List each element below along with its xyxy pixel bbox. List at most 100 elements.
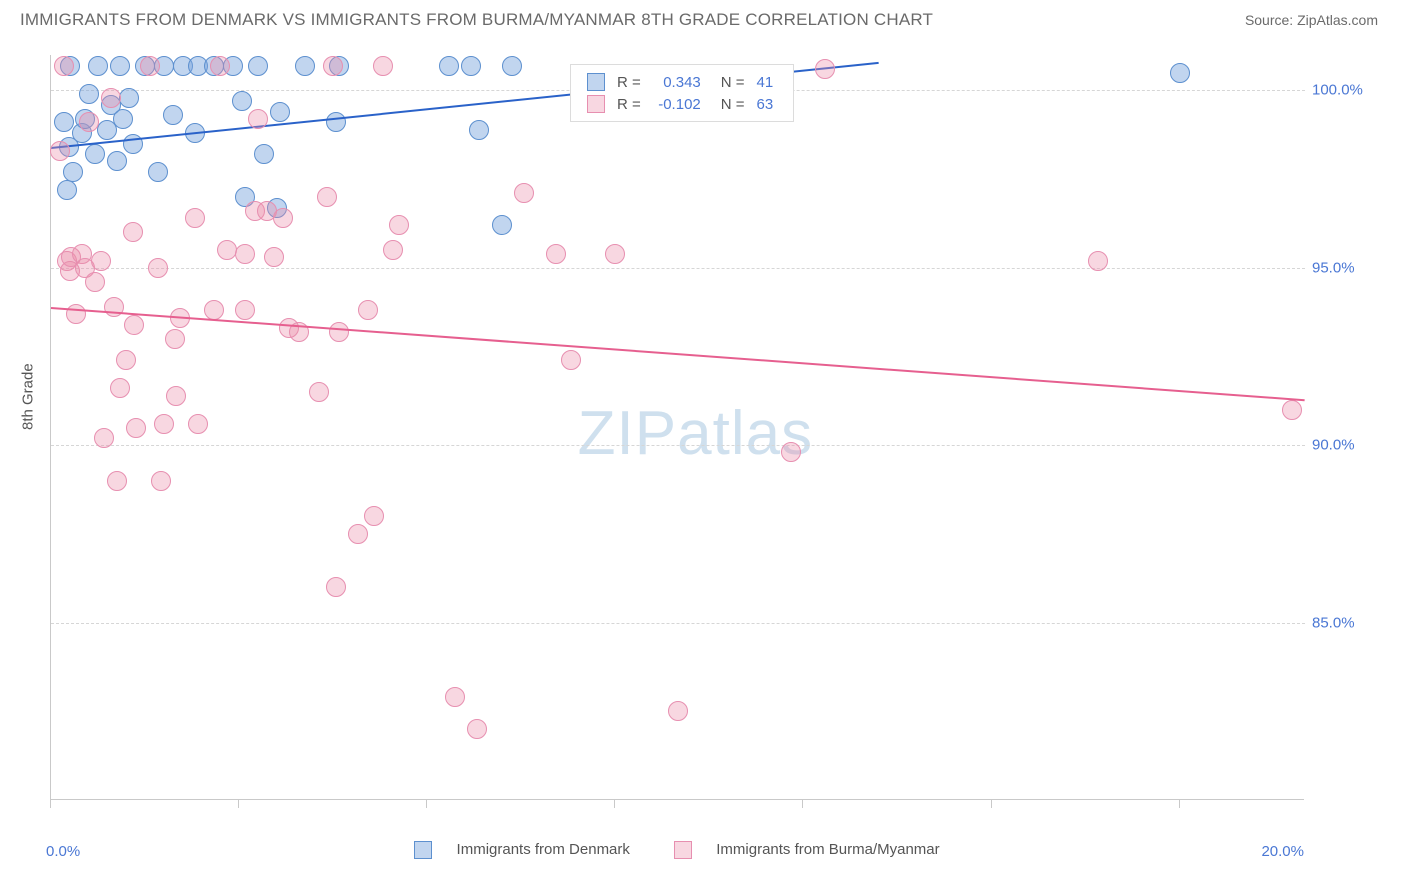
gridline-h — [51, 268, 1305, 269]
data-point-burma — [151, 471, 171, 491]
data-point-burma — [107, 471, 127, 491]
x-tick — [614, 800, 615, 808]
legend-label-burma: Immigrants from Burma/Myanmar — [716, 841, 939, 858]
data-point-burma — [66, 304, 86, 324]
data-point-burma — [605, 244, 625, 264]
legend-R-label: R = — [611, 93, 647, 115]
series-legend: Immigrants from Denmark Immigrants from … — [50, 841, 1304, 859]
data-point-burma — [358, 300, 378, 320]
data-point-burma — [126, 418, 146, 438]
data-point-burma — [54, 56, 74, 76]
data-point-denmark — [163, 105, 183, 125]
data-point-burma — [383, 240, 403, 260]
data-point-burma — [364, 506, 384, 526]
plot-area: ZIPatlas — [50, 55, 1304, 800]
data-point-burma — [1282, 400, 1302, 420]
x-tick — [426, 800, 427, 808]
legend-R-burma: -0.102 — [647, 93, 707, 115]
swatch-denmark — [587, 73, 605, 91]
data-point-burma — [50, 141, 70, 161]
legend-item-burma: Immigrants from Burma/Myanmar — [664, 841, 950, 858]
x-tick — [991, 800, 992, 808]
data-point-denmark — [492, 215, 512, 235]
gridline-h — [51, 623, 1305, 624]
data-point-burma — [326, 577, 346, 597]
data-point-burma — [248, 109, 268, 129]
data-point-burma — [210, 56, 230, 76]
legend-label-denmark: Immigrants from Denmark — [457, 841, 630, 858]
data-point-denmark — [79, 84, 99, 104]
data-point-burma — [110, 378, 130, 398]
legend-N-label: N = — [707, 93, 751, 115]
data-point-burma — [123, 222, 143, 242]
data-point-burma — [815, 59, 835, 79]
data-point-burma — [445, 687, 465, 707]
watermark: ZIPatlas — [578, 398, 813, 469]
plot-wrapper: ZIPatlas R = 0.343 N = 41 R = -0.102 N =… — [50, 55, 1360, 825]
data-point-denmark — [461, 56, 481, 76]
y-axis-label: 8th Grade — [20, 363, 37, 430]
data-point-burma — [235, 300, 255, 320]
data-point-burma — [389, 215, 409, 235]
data-point-burma — [264, 247, 284, 267]
data-point-burma — [373, 56, 393, 76]
data-point-denmark — [54, 112, 74, 132]
data-point-denmark — [123, 134, 143, 154]
data-point-denmark — [248, 56, 268, 76]
data-point-denmark — [113, 109, 133, 129]
legend-R-label: R = — [611, 71, 647, 93]
data-point-burma — [101, 88, 121, 108]
data-point-burma — [317, 187, 337, 207]
data-point-burma — [348, 524, 368, 544]
trendline-burma — [51, 307, 1305, 401]
data-point-denmark — [148, 162, 168, 182]
data-point-denmark — [119, 88, 139, 108]
data-point-denmark — [88, 56, 108, 76]
swatch-burma — [587, 95, 605, 113]
data-point-burma — [309, 382, 329, 402]
legend-R-denmark: 0.343 — [647, 71, 707, 93]
y-tick-label: 95.0% — [1312, 259, 1355, 276]
data-point-burma — [188, 414, 208, 434]
chart-title: IMMIGRANTS FROM DENMARK VS IMMIGRANTS FR… — [20, 10, 1386, 30]
data-point-burma — [1088, 251, 1108, 271]
data-point-denmark — [270, 102, 290, 122]
data-point-denmark — [469, 120, 489, 140]
y-tick-label: 85.0% — [1312, 614, 1355, 631]
data-point-denmark — [502, 56, 522, 76]
data-point-burma — [329, 322, 349, 342]
x-tick — [50, 800, 51, 808]
data-point-burma — [217, 240, 237, 260]
data-point-burma — [204, 300, 224, 320]
data-point-burma — [561, 350, 581, 370]
correlation-legend-box: R = 0.343 N = 41 R = -0.102 N = 63 — [570, 64, 794, 122]
data-point-burma — [91, 251, 111, 271]
legend-N-denmark: 41 — [751, 71, 780, 93]
data-point-denmark — [439, 56, 459, 76]
swatch-denmark-icon — [414, 841, 432, 859]
y-tick-label: 100.0% — [1312, 82, 1363, 99]
data-point-burma — [185, 208, 205, 228]
data-point-burma — [165, 329, 185, 349]
legend-row-denmark: R = 0.343 N = 41 — [581, 71, 779, 93]
data-point-burma — [166, 386, 186, 406]
data-point-denmark — [1170, 63, 1190, 83]
data-point-denmark — [295, 56, 315, 76]
data-point-burma — [94, 428, 114, 448]
data-point-burma — [154, 414, 174, 434]
data-point-denmark — [57, 180, 77, 200]
data-point-burma — [467, 719, 487, 739]
data-point-burma — [514, 183, 534, 203]
source-label: Source: ZipAtlas.com — [1245, 12, 1378, 28]
swatch-burma-icon — [674, 841, 692, 859]
data-point-burma — [546, 244, 566, 264]
data-point-burma — [781, 442, 801, 462]
data-point-burma — [273, 208, 293, 228]
data-point-denmark — [63, 162, 83, 182]
data-point-denmark — [232, 91, 252, 111]
data-point-denmark — [110, 56, 130, 76]
y-tick-label: 90.0% — [1312, 437, 1355, 454]
data-point-denmark — [85, 144, 105, 164]
data-point-burma — [116, 350, 136, 370]
x-tick — [1179, 800, 1180, 808]
